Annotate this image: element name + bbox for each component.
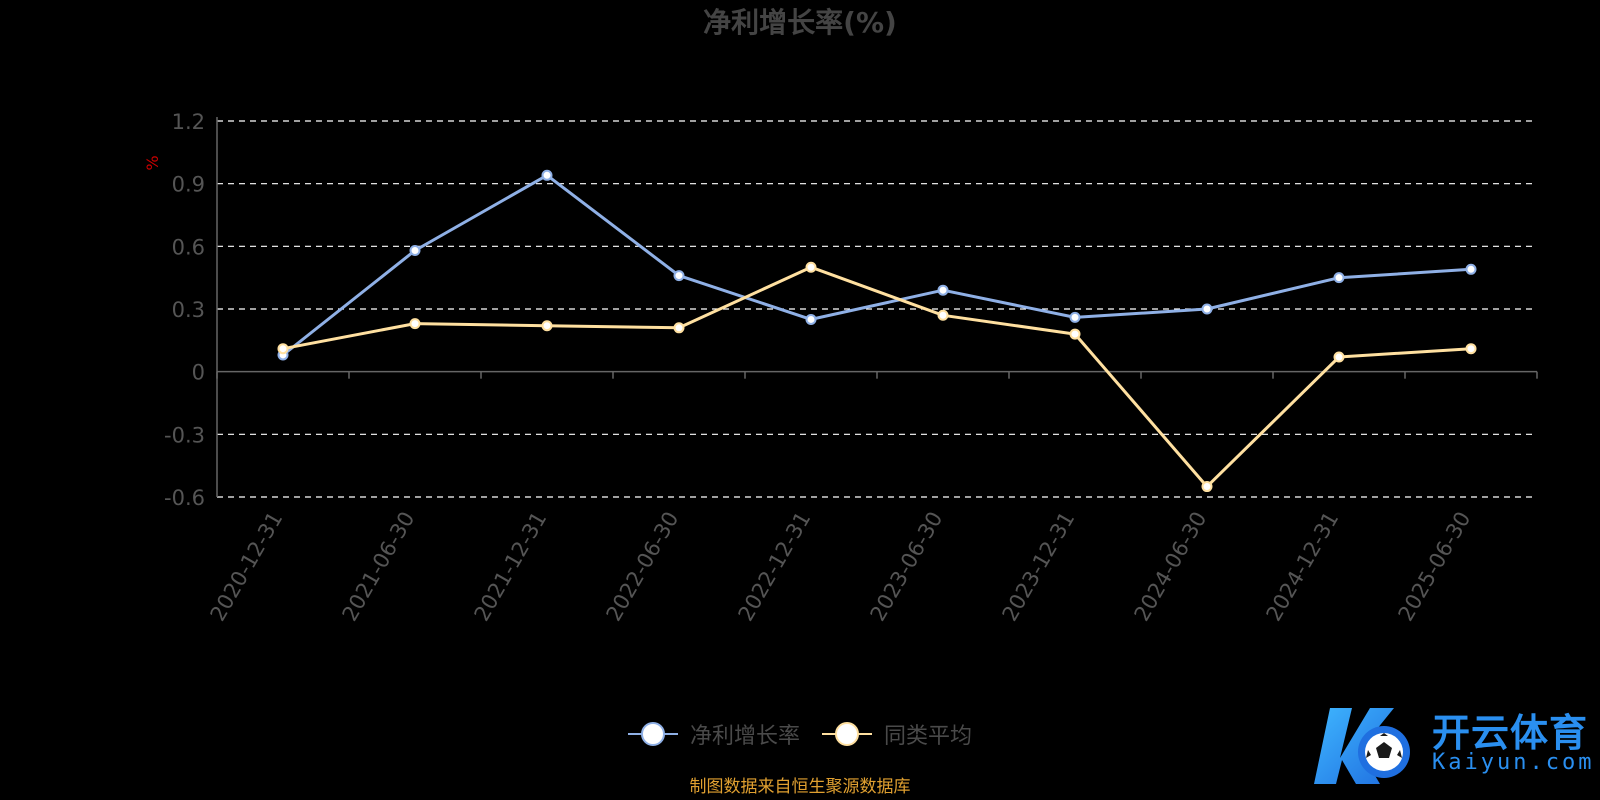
- grid-lines: [217, 120, 1537, 498]
- series-line: [282, 265, 1472, 489]
- data-point: [409, 245, 421, 257]
- series-lines: [277, 169, 1477, 493]
- data-point: [1201, 481, 1213, 493]
- chart-legend: 净利增长率 同类平均: [0, 718, 1600, 750]
- series-line: [282, 173, 1472, 357]
- y-tick-labels: 1.2 0.9 0.6 0.3 0 -0.3 -0.6: [164, 110, 205, 510]
- y-tick-label: 0: [192, 361, 205, 385]
- data-point: [1333, 272, 1345, 284]
- data-point: [1465, 263, 1477, 275]
- data-point: [541, 320, 553, 332]
- data-point: [1333, 351, 1345, 363]
- y-tick-label: 0.9: [172, 173, 205, 197]
- x-tick-label: 2020-12-31: [206, 508, 288, 626]
- data-point: [673, 270, 685, 282]
- x-tick-label: 2024-06-30: [1130, 508, 1212, 626]
- data-point: [937, 284, 949, 296]
- legend-item-peer-average[interactable]: 同类平均: [822, 718, 972, 750]
- x-tick-labels: 2020-12-31 2021-06-30 2021-12-31 2022-06-30…: [206, 508, 1476, 626]
- x-tick-label: 2022-06-30: [602, 508, 684, 626]
- legend-marker-icon: [627, 722, 678, 746]
- y-tick-label: -0.3: [164, 423, 205, 447]
- x-tick-label: 2023-06-30: [866, 508, 948, 626]
- y-tick-label: 0.3: [172, 298, 205, 322]
- data-point: [1465, 343, 1477, 355]
- data-point: [277, 343, 289, 355]
- x-tick-label: 2021-06-30: [338, 508, 420, 626]
- series-1: [277, 261, 1477, 493]
- logo-text-en: Kaiyun.com: [1432, 750, 1595, 775]
- data-point: [1069, 311, 1081, 323]
- kaiyun-logo: 开云体育 Kaiyun.com: [1310, 700, 1591, 790]
- kaiyun-logo-icon: [1314, 708, 1410, 784]
- data-point: [1201, 303, 1213, 315]
- y-tick-label: 1.2: [172, 110, 205, 134]
- data-point: [409, 318, 421, 330]
- data-point: [805, 261, 817, 273]
- logo-text-cn: 开云体育: [1432, 711, 1589, 755]
- legend-item-net-profit-growth[interactable]: 净利增长率: [627, 718, 800, 750]
- data-point: [673, 322, 685, 334]
- legend-marker-icon: [822, 722, 872, 746]
- x-tick-label: 2024-12-31: [1262, 508, 1344, 626]
- axes: [216, 117, 1538, 497]
- x-tick-label: 2021-12-31: [470, 508, 552, 626]
- legend-label: 同类平均: [884, 724, 973, 749]
- data-point: [805, 313, 817, 325]
- legend-label: 净利增长率: [689, 724, 800, 749]
- chart-title: 净利增长率(%): [703, 6, 897, 39]
- y-axis-label: %: [143, 155, 162, 170]
- x-tick-label: 2025-06-30: [1394, 508, 1476, 626]
- y-tick-label: 0.6: [172, 235, 205, 259]
- series-0: [277, 169, 1477, 361]
- data-point: [541, 169, 553, 181]
- data-point: [937, 309, 949, 321]
- x-tick-label: 2023-12-31: [998, 508, 1080, 626]
- y-tick-label: -0.6: [164, 486, 205, 510]
- data-source-note: 制图数据来自恒生聚源数据库: [689, 777, 911, 797]
- x-tick-label: 2022-12-31: [734, 508, 816, 626]
- data-point: [1069, 328, 1081, 340]
